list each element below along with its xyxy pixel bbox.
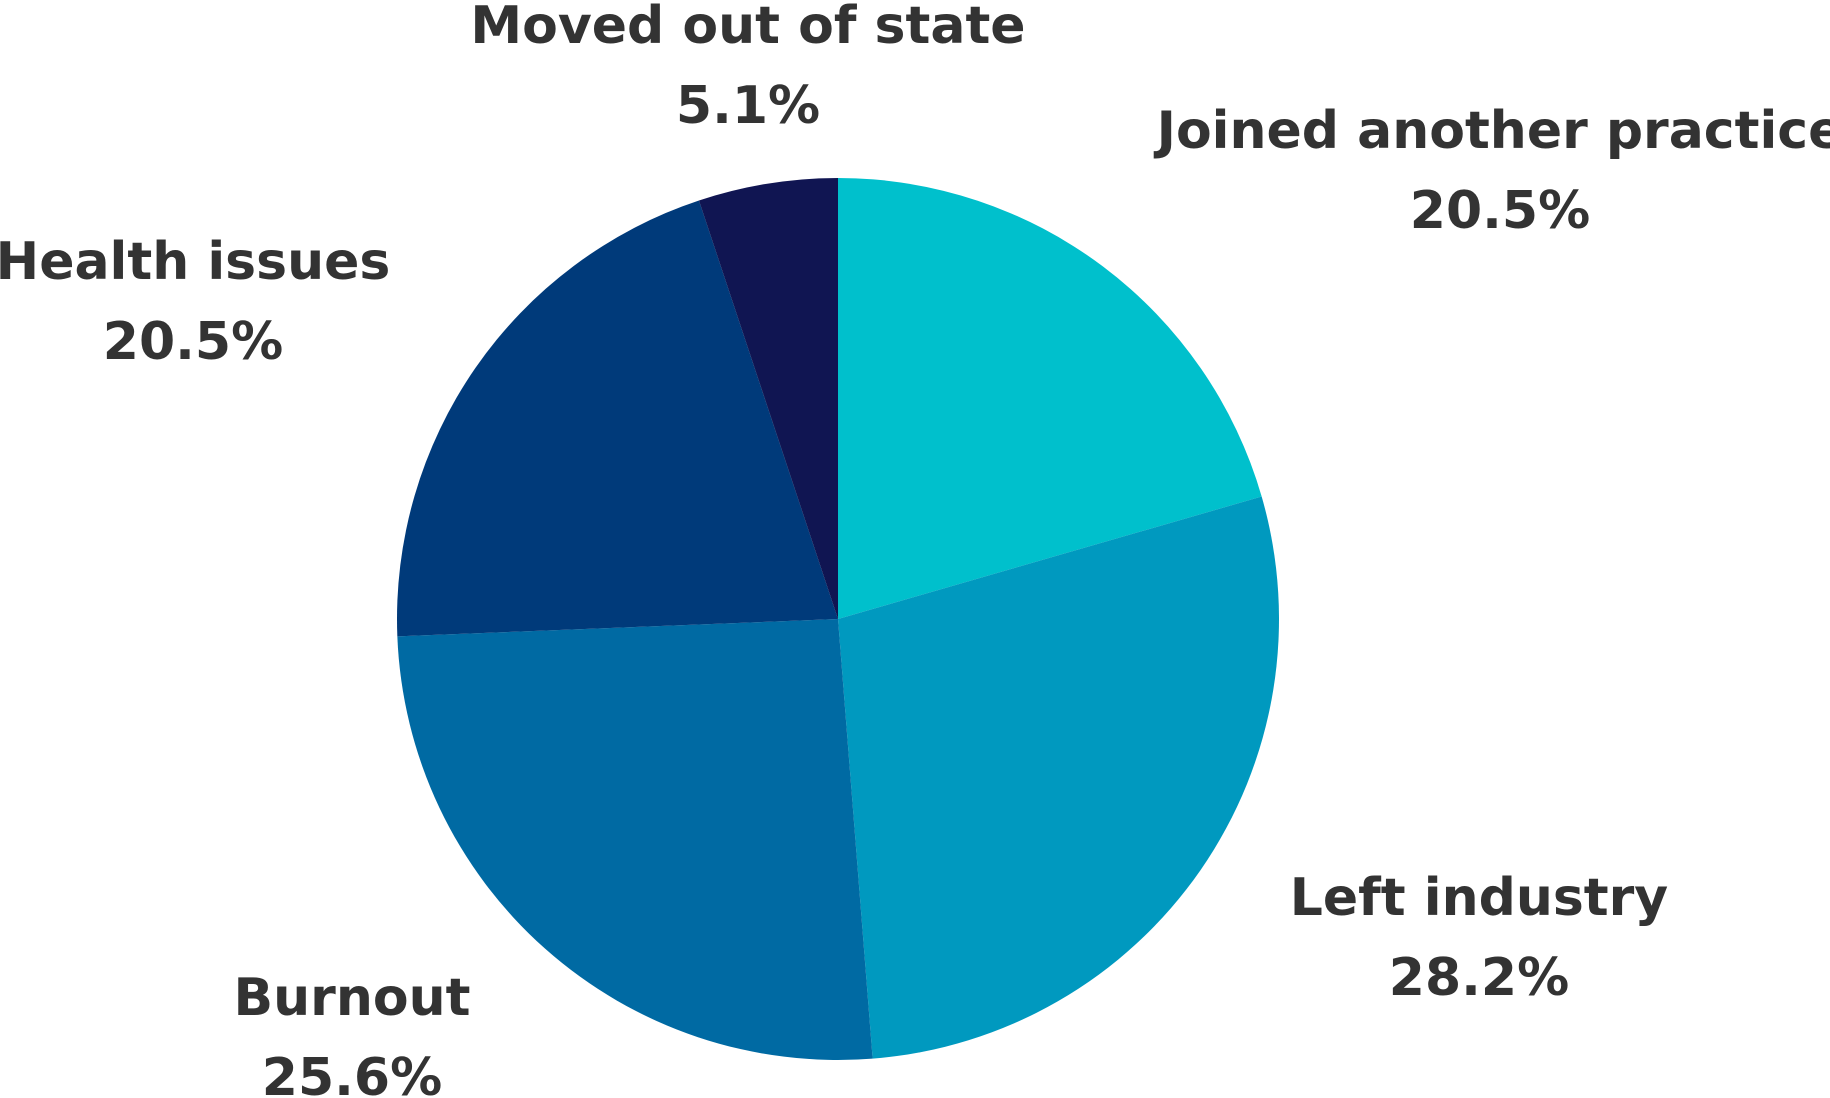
slice-label: Health issues	[0, 232, 390, 292]
pie-slice	[397, 619, 873, 1060]
value-label: 20.5%	[103, 312, 283, 372]
pie-slice	[698, 178, 838, 619]
slice-label: Moved out of state	[470, 0, 1025, 56]
pie-slice	[838, 178, 1262, 619]
value-label: 5.1%	[676, 76, 820, 136]
pie-slice	[397, 200, 838, 637]
slice-label: Burnout	[234, 968, 471, 1028]
value-label: 20.5%	[1410, 181, 1590, 241]
value-label: 28.2%	[1389, 948, 1569, 1008]
value-label: 25.6%	[262, 1048, 442, 1098]
slice-label: Left industry	[1290, 868, 1668, 928]
slice-label: Joined another practice	[1154, 101, 1830, 161]
pie-slice	[838, 496, 1279, 1059]
